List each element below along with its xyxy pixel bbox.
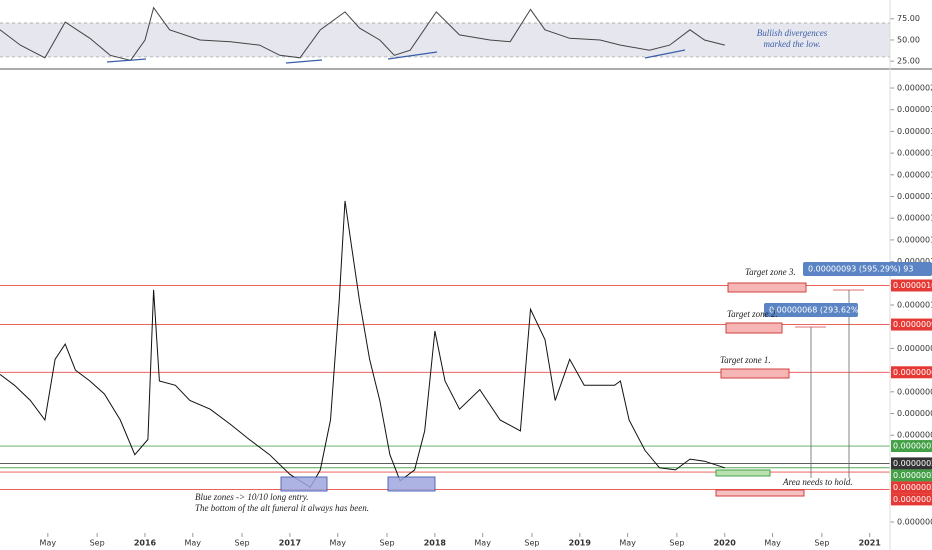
level-label-bg xyxy=(891,279,932,292)
x-tick-label: May xyxy=(40,539,57,548)
x-tick-label: Sep xyxy=(524,539,539,548)
pane: 0.00000200 0.00000190 0.00000180 0.00000170… xyxy=(0,84,932,548)
measure-label-bg xyxy=(764,303,858,317)
x-tick-label: 2019 xyxy=(569,539,592,548)
target-zone xyxy=(727,282,807,293)
x-tick-label: May xyxy=(185,539,202,548)
y-tick-label: 0.00000130 xyxy=(897,235,932,244)
level-label: 0.00000015 xyxy=(893,495,932,504)
level-label-bg xyxy=(891,440,932,453)
y-tick-label: 0.00000060 xyxy=(897,387,932,396)
pane: 75.00 50.00 25.00 xyxy=(0,6,920,66)
level-label-bg xyxy=(891,366,932,379)
x-tick-label: Sep xyxy=(379,539,394,548)
hold-zone xyxy=(715,469,771,477)
level-label: 0.00000035 xyxy=(893,442,932,451)
measure-label-bg xyxy=(803,262,932,276)
y-tick-label: 0.00000160 xyxy=(897,170,932,179)
level-label: 0.00000069 xyxy=(893,368,932,377)
blue-zone xyxy=(280,476,328,492)
y-tick-label: 0.00000100 xyxy=(897,301,932,310)
x-tick-label: Sep xyxy=(90,539,105,548)
y-tick-label: 0.00000080 xyxy=(897,344,932,353)
y-tick-label: 75.00 xyxy=(897,14,920,23)
y-tick-label: 0.00000050 xyxy=(897,409,932,418)
y-tick-label: 0.00000190 xyxy=(897,105,932,114)
x-tick-label: Sep xyxy=(235,539,250,548)
target-zone xyxy=(720,368,790,379)
x-tick-label: 2021 xyxy=(859,539,882,548)
x-tick-label: May xyxy=(474,539,491,548)
y-tick-label: 0.00000200 xyxy=(897,84,932,93)
y-tick-label: 0.00000180 xyxy=(897,127,932,136)
y-tick-label: 0.00000000 xyxy=(897,518,932,527)
x-tick-label: 2018 xyxy=(424,539,447,548)
divergence-line xyxy=(387,51,438,60)
level-label-bg xyxy=(891,457,932,470)
blue-zone xyxy=(387,476,436,492)
price-line xyxy=(0,6,725,61)
measure-label: 0.00000093 (595.29%) 93 xyxy=(808,265,913,274)
price-line xyxy=(0,200,725,489)
level-label: 0.00000091 xyxy=(893,320,932,329)
x-tick-label: May xyxy=(764,539,781,548)
annotation: Area needs to hold. xyxy=(782,477,853,487)
level-label: 0.00000025 xyxy=(893,471,932,480)
target-zone xyxy=(725,322,783,334)
level-label: 0.00000027 xyxy=(893,459,932,468)
y-tick-label: 0.00000170 xyxy=(897,149,932,158)
x-tick-label: May xyxy=(329,539,346,548)
level-label: 0.00000023 xyxy=(893,483,932,492)
y-tick-label: 0.00000150 xyxy=(897,192,932,201)
y-tick-label: 0.00000040 xyxy=(897,431,932,440)
annotation: Target zone 2. xyxy=(727,309,778,319)
x-tick-label: 2020 xyxy=(714,539,737,548)
x-tick-label: 2017 xyxy=(279,539,301,548)
divergence-line xyxy=(106,58,147,63)
annotation: Target zone 1. xyxy=(720,355,771,365)
y-tick-label: 0.00000120 xyxy=(897,257,932,266)
x-tick-label: Sep xyxy=(814,539,829,548)
annotation: The bottom of the alt funeral it always … xyxy=(195,503,369,513)
y-tick-label: 50.00 xyxy=(897,35,920,44)
level-label-bg xyxy=(891,493,932,506)
measure-label: 0.00000068 (293.62%) 68 xyxy=(769,306,874,315)
level-label-bg xyxy=(891,481,932,494)
y-tick-label: 25.00 xyxy=(897,57,920,66)
y-tick-label: 0.00000140 xyxy=(897,214,932,223)
divergence-line xyxy=(285,59,323,64)
x-tick-label: May xyxy=(619,539,636,548)
hold-zone xyxy=(715,489,805,497)
x-tick-label: Sep xyxy=(669,539,684,548)
annotation: Target zone 3. xyxy=(745,267,796,277)
x-tick-label: 2016 xyxy=(134,539,157,548)
level-label: 0.00000109 xyxy=(893,281,932,290)
annotation: Bullish divergences xyxy=(757,28,828,38)
annotation: marked the low. xyxy=(763,39,820,49)
annotation: Blue zones -> 10/10 long entry. xyxy=(195,492,309,502)
level-label-bg xyxy=(891,469,932,482)
divergence-line xyxy=(644,49,686,59)
level-label-bg xyxy=(891,318,932,331)
